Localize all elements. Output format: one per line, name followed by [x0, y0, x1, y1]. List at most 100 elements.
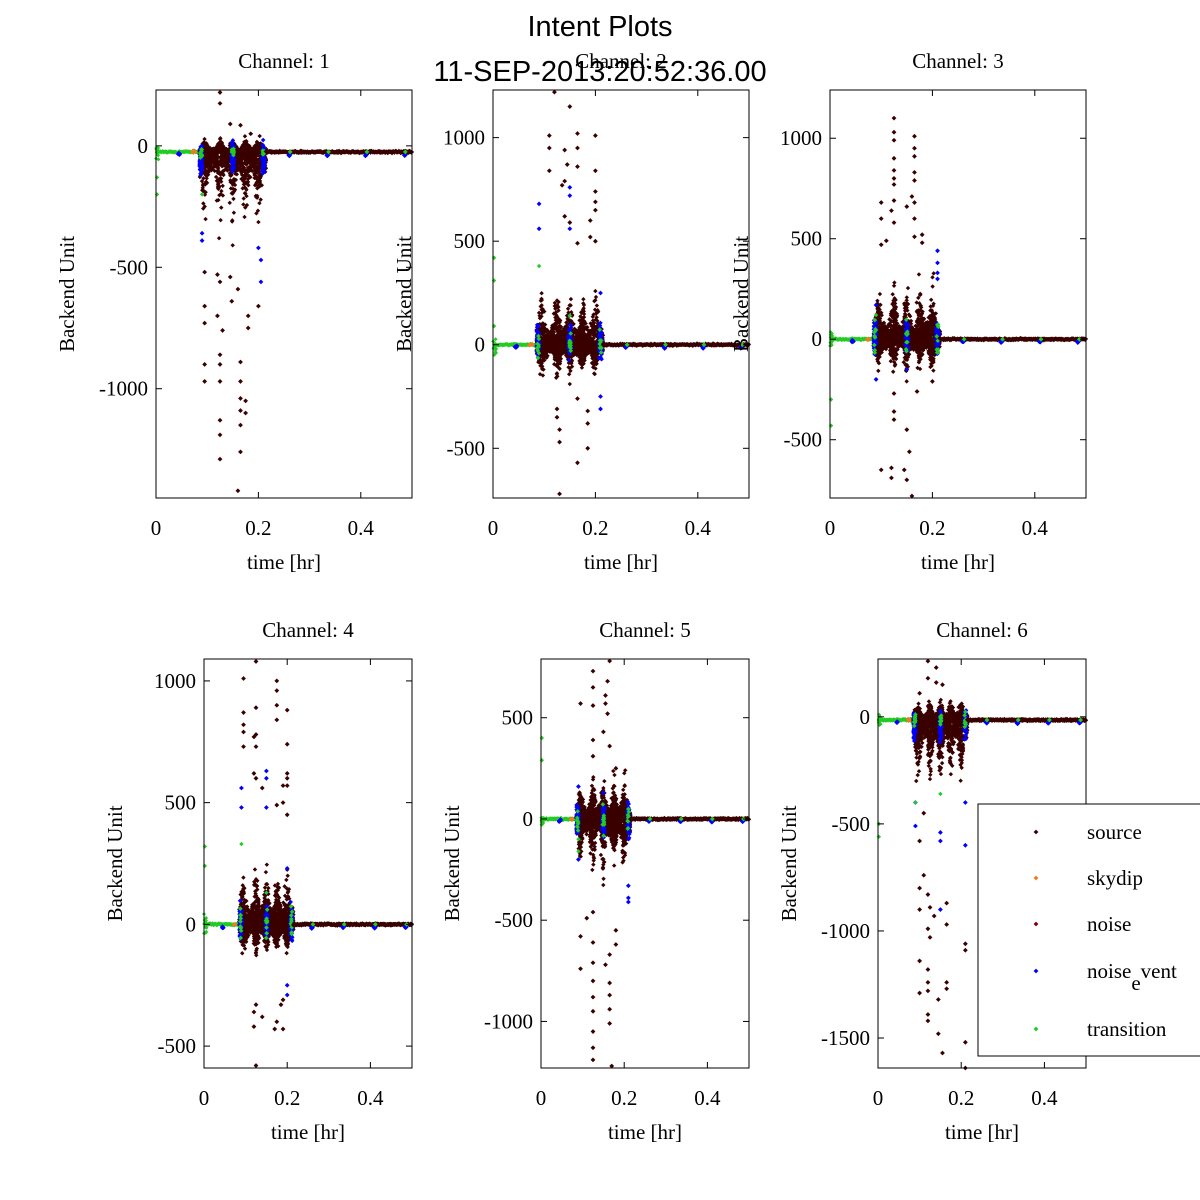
- source-point: [256, 219, 261, 225]
- source-point: [596, 321, 601, 327]
- source-point: [892, 301, 898, 306]
- source-point: [552, 342, 557, 347]
- source-point: [540, 364, 545, 369]
- source-point: [550, 331, 555, 337]
- noise-event-point: [261, 169, 267, 175]
- x-tick-label: 0.2: [245, 516, 271, 540]
- source-point: [876, 368, 881, 374]
- noise-event-point: [598, 333, 604, 339]
- source-point: [545, 353, 550, 359]
- source-point: [541, 333, 547, 338]
- source-point: [554, 362, 559, 367]
- noise-event-point: [598, 394, 603, 399]
- source-point: [552, 356, 558, 362]
- transition-point: [568, 348, 574, 354]
- source-point: [541, 367, 546, 372]
- source-point: [203, 168, 209, 174]
- y-tick-label: 0: [138, 134, 149, 158]
- noise-event-point: [229, 154, 235, 159]
- source-point: [554, 406, 560, 412]
- y-tick-label: 500: [454, 229, 486, 253]
- source-point: [565, 355, 570, 360]
- noise-event-point: [260, 142, 266, 148]
- source-point: [257, 179, 263, 185]
- source-point: [217, 417, 223, 423]
- data-marks: [491, 89, 752, 497]
- source-point: [254, 211, 259, 216]
- y-tick-label: 0: [475, 333, 486, 357]
- source-point: [201, 176, 206, 181]
- source-point: [566, 318, 571, 323]
- source-point: [566, 371, 572, 377]
- source-point: [540, 326, 545, 331]
- source-point: [577, 337, 583, 342]
- noise-event-point: [230, 160, 235, 165]
- source-point: [241, 202, 246, 207]
- source-point: [238, 379, 243, 384]
- source-point: [595, 354, 600, 360]
- source-point: [575, 341, 580, 346]
- y-tick-label: 1000: [443, 126, 485, 150]
- source-point: [546, 330, 552, 335]
- noise-event-point: [567, 184, 573, 190]
- source-point: [258, 197, 263, 202]
- source-point: [581, 340, 586, 346]
- noise-event-point: [623, 344, 630, 350]
- source-point: [588, 321, 593, 326]
- source-point: [243, 205, 248, 210]
- skydip-point: [864, 337, 870, 342]
- source-point: [256, 184, 261, 189]
- source-point: [581, 306, 586, 311]
- source-point: [562, 178, 568, 184]
- noise-event-point: [230, 169, 235, 175]
- source-point: [239, 176, 244, 182]
- source-point: [579, 315, 584, 320]
- source-point: [217, 279, 223, 285]
- transition-point: [567, 313, 572, 318]
- source-point: [557, 328, 563, 333]
- transition-point: [198, 152, 204, 158]
- source-point: [215, 313, 220, 319]
- source-point: [241, 196, 246, 201]
- noise-event-point: [536, 226, 542, 232]
- source-point: [592, 298, 597, 304]
- source-point: [585, 445, 591, 451]
- source-point: [567, 366, 572, 371]
- source-point: [245, 147, 250, 153]
- source-point: [564, 330, 570, 335]
- source-point: [220, 149, 225, 154]
- source-point: [556, 358, 562, 363]
- source-point: [254, 180, 259, 185]
- source-point: [544, 348, 549, 353]
- source-point: [249, 164, 254, 169]
- source-point: [562, 327, 568, 333]
- source-point: [242, 134, 248, 139]
- source-point: [589, 345, 595, 350]
- source-point: [549, 347, 554, 352]
- transition-point: [231, 152, 236, 158]
- noise-event-point: [261, 166, 267, 171]
- x-tick-label: 0.4: [348, 516, 375, 540]
- source-point: [563, 337, 569, 343]
- source-point: [548, 339, 553, 345]
- source-point: [244, 162, 249, 167]
- plot-frame: [155, 89, 413, 499]
- source-point: [215, 145, 220, 150]
- source-point: [243, 398, 248, 404]
- source-point: [245, 165, 251, 170]
- source-point: [217, 169, 222, 175]
- transition-point: [156, 157, 161, 162]
- source-point: [578, 335, 584, 340]
- source-point: [238, 449, 243, 455]
- x-tick-label: 0: [488, 516, 499, 540]
- source-point: [593, 199, 598, 205]
- source-point: [590, 332, 596, 337]
- source-point: [257, 169, 262, 174]
- source-point: [207, 166, 212, 171]
- source-point: [204, 176, 209, 181]
- noise-event-point: [536, 201, 542, 207]
- source-point: [212, 146, 218, 151]
- source-point: [579, 365, 585, 370]
